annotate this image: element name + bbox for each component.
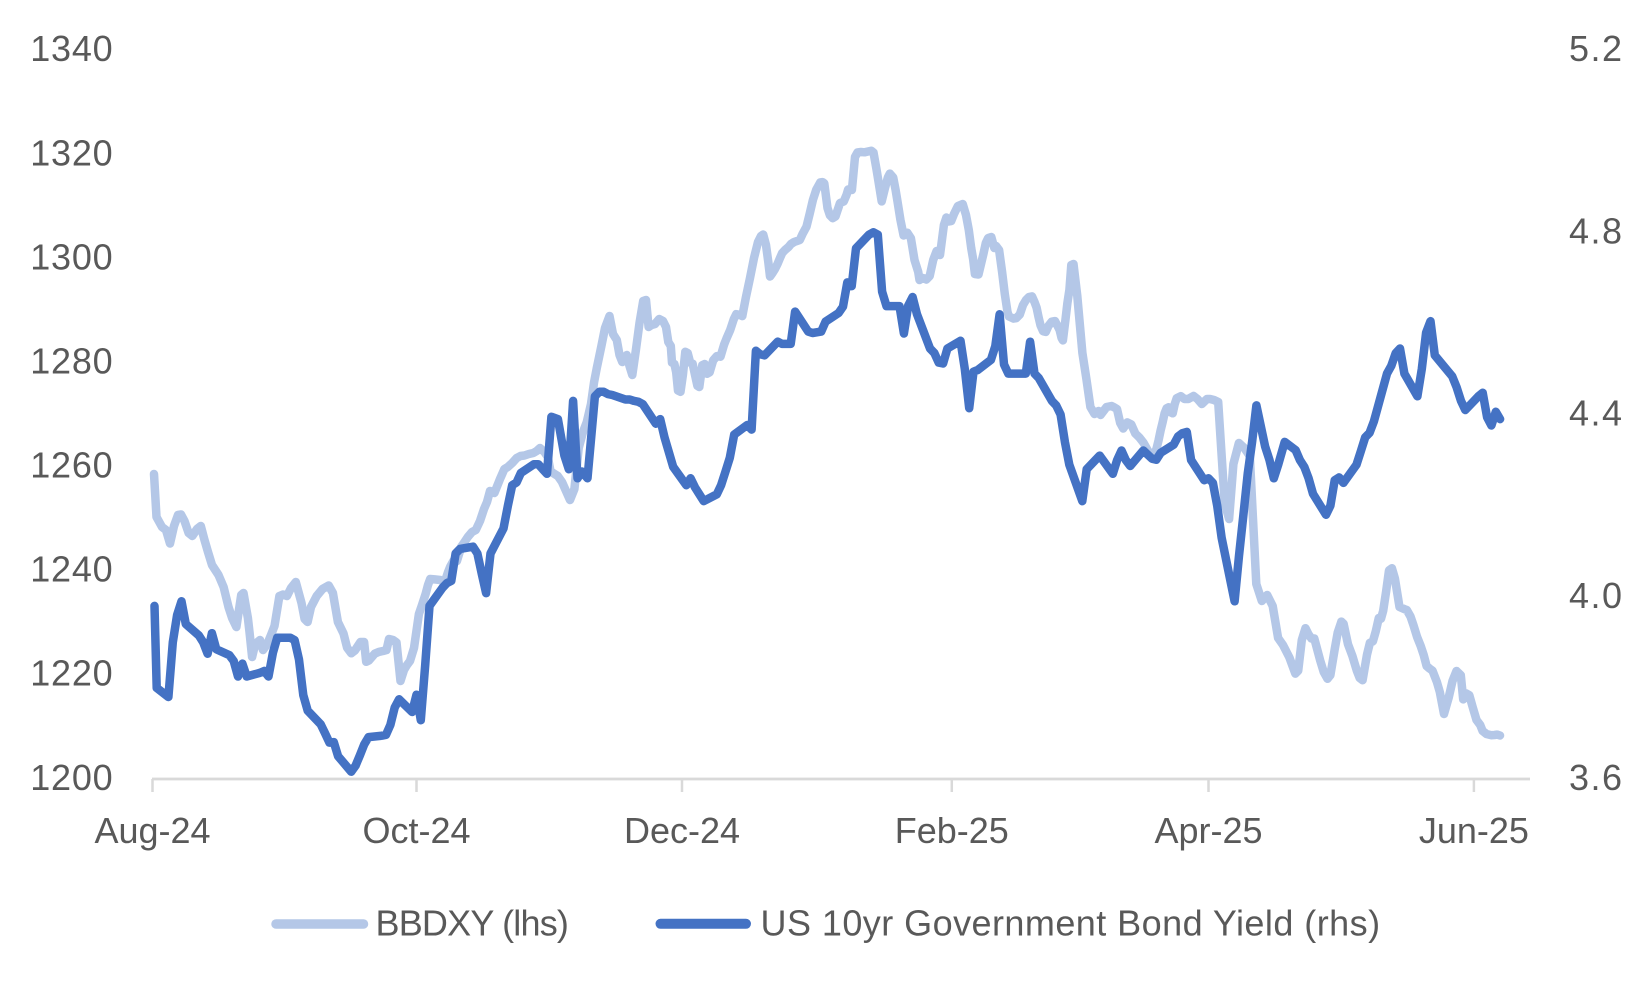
- svg-text:Oct-24: Oct-24: [362, 810, 470, 851]
- svg-text:1260: 1260: [30, 445, 113, 486]
- svg-text:1320: 1320: [30, 132, 113, 173]
- svg-text:BBDXY (lhs): BBDXY (lhs): [376, 903, 569, 944]
- svg-text:1280: 1280: [30, 340, 113, 381]
- svg-text:Apr-25: Apr-25: [1154, 810, 1262, 851]
- svg-text:Feb-25: Feb-25: [895, 810, 1009, 851]
- svg-text:1240: 1240: [30, 549, 113, 590]
- svg-text:1220: 1220: [30, 653, 113, 694]
- svg-text:Jun-25: Jun-25: [1419, 810, 1529, 851]
- svg-text:3.6: 3.6: [1569, 757, 1624, 798]
- svg-text:Dec-24: Dec-24: [624, 810, 740, 851]
- svg-text:4.8: 4.8: [1569, 210, 1624, 251]
- svg-text:4.0: 4.0: [1569, 575, 1624, 616]
- svg-text:1200: 1200: [30, 757, 113, 798]
- svg-text:5.2: 5.2: [1569, 28, 1624, 69]
- svg-text:1300: 1300: [30, 236, 113, 277]
- svg-text:1340: 1340: [30, 28, 113, 69]
- svg-text:Aug-24: Aug-24: [94, 810, 210, 851]
- svg-text:US 10yr Government Bond Yield: US 10yr Government Bond Yield (rhs): [761, 903, 1381, 944]
- svg-text:4.4: 4.4: [1569, 393, 1624, 434]
